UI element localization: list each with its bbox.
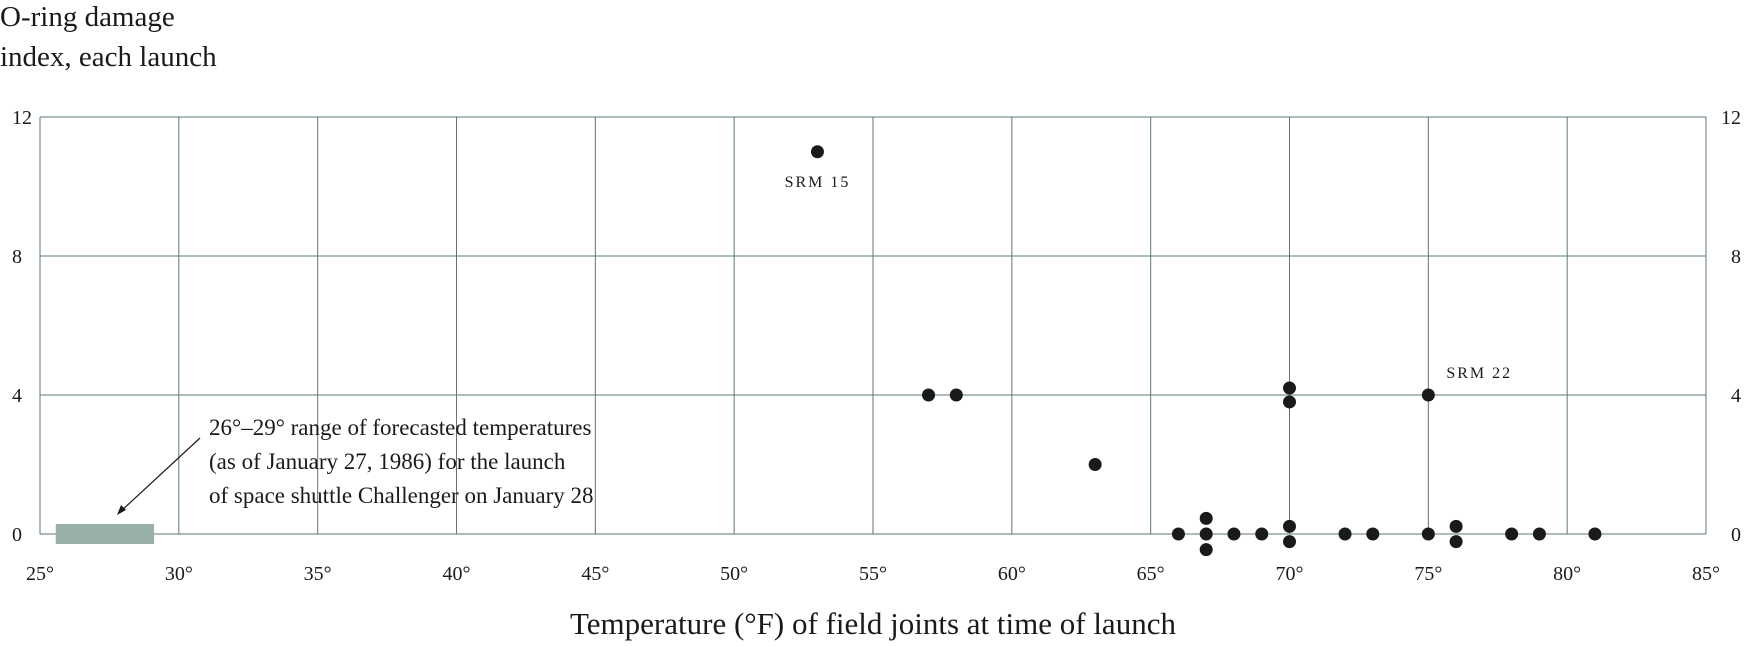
data-point-9 (1199, 527, 1213, 541)
y-axis-label-line-1: O-ring damage (0, 1, 175, 33)
x-tick-label-9: 70° (1276, 563, 1304, 585)
data-point-6 (1421, 388, 1435, 402)
annotation-line-1: 26°–29° range of forecasted temperatures (209, 415, 591, 440)
data-point-18 (1449, 519, 1463, 533)
x-tick-label-8: 65° (1137, 563, 1165, 585)
y-tick-label-right-0: 0 (1731, 524, 1741, 546)
data-point-22 (1588, 527, 1602, 541)
data-point-10 (1199, 543, 1213, 557)
data-point-20 (1505, 527, 1519, 541)
annotation-arrow-shaft (119, 437, 201, 513)
data-point-1 (922, 388, 936, 402)
point-label-1: SRM 22 (1446, 365, 1512, 382)
x-tick-label-7: 60° (998, 563, 1026, 585)
y-tick-label-right-3: 12 (1721, 107, 1741, 129)
y-tick-label-left-1: 4 (12, 385, 22, 407)
data-points (810, 145, 1602, 557)
forecast-range-layer (55, 524, 155, 544)
annotation-arrowhead (117, 505, 126, 515)
x-tick-label-6: 55° (859, 563, 887, 585)
data-point-21 (1532, 527, 1546, 541)
y-tick-label-left-2: 8 (12, 246, 22, 268)
data-point-4 (1283, 381, 1296, 395)
data-point-2 (949, 388, 963, 402)
x-tick-label-11: 80° (1553, 563, 1581, 585)
x-tick-label-0: 25° (26, 563, 54, 585)
x-tick-label-2: 35° (304, 563, 332, 585)
y-tick-label-right-2: 8 (1731, 246, 1741, 268)
data-point-11 (1227, 527, 1241, 541)
tick-labels: 25° 30° 35° 40° 45° 50° 55° 60° 65° 70° 75° 80° 85° 0… (12, 107, 1741, 585)
data-point-13 (1283, 519, 1296, 533)
data-point-12 (1255, 527, 1269, 541)
y-tick-label-left-0: 0 (12, 524, 22, 546)
point-labels: SRM 15 SRM 22 (785, 174, 1512, 382)
annotation: 26°–29° range of forecasted temperatures… (117, 415, 594, 515)
x-tick-label-5: 50° (720, 563, 748, 585)
data-point-14 (1283, 535, 1296, 549)
y-axis-label-line-2: index, each launch (0, 41, 217, 73)
x-tick-label-3: 40° (443, 563, 471, 585)
y-tick-label-right-1: 4 (1731, 385, 1741, 407)
forecast-range-bar (55, 524, 155, 544)
data-point-17 (1421, 527, 1435, 541)
data-point-5 (1283, 395, 1296, 409)
y-tick-label-left-3: 12 (12, 107, 32, 129)
x-tick-label-4: 45° (581, 563, 609, 585)
data-point-8 (1199, 511, 1213, 525)
data-point-3 (1088, 458, 1102, 471)
data-point-7 (1171, 527, 1185, 541)
annotation-line-2: (as of January 27, 1986) for the launch (209, 449, 566, 474)
x-tick-label-12: 85° (1692, 563, 1720, 585)
x-tick-label-10: 75° (1414, 563, 1442, 585)
point-label-0: SRM 15 (785, 174, 851, 191)
data-point-19 (1449, 535, 1463, 549)
data-point-16 (1366, 527, 1380, 541)
x-axis-label: Temperature (°F) of field joints at time… (570, 606, 1176, 641)
data-point-0 (810, 145, 824, 159)
x-tick-label-1: 30° (165, 563, 193, 585)
annotation-line-3: of space shuttle Challenger on January 2… (209, 483, 594, 508)
data-point-15 (1338, 527, 1352, 541)
